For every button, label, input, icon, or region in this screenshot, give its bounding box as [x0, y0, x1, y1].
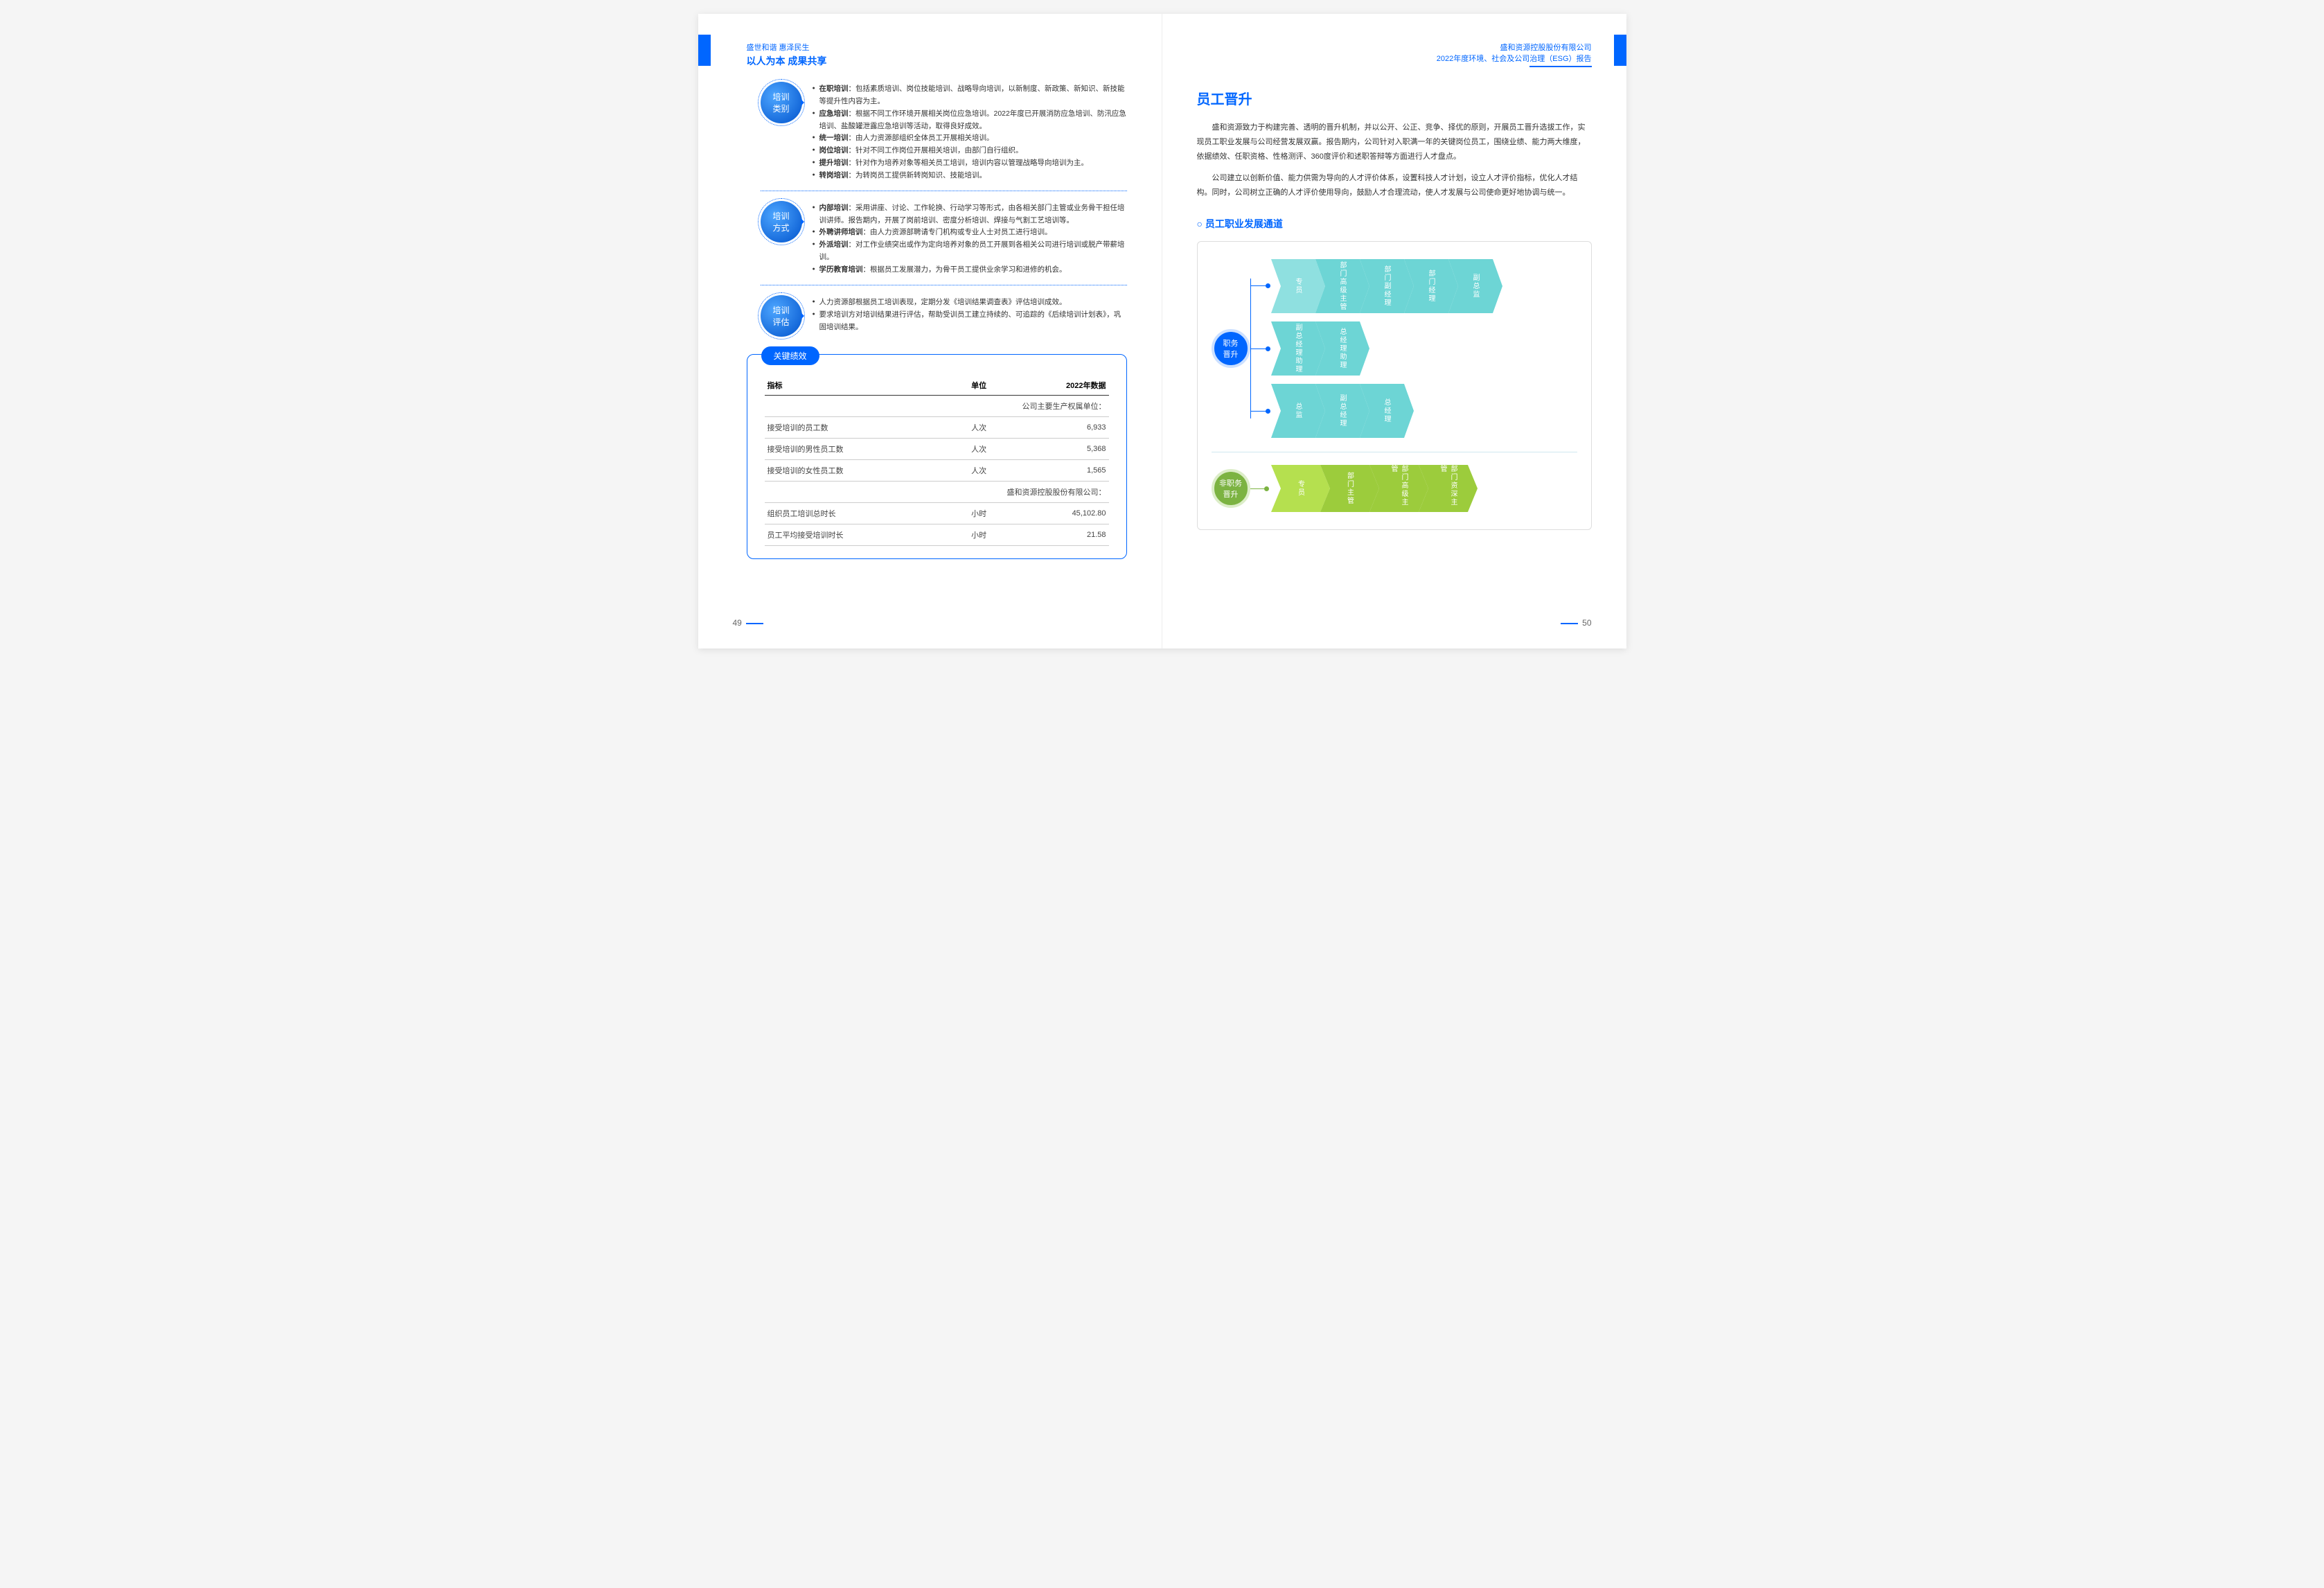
table-header: 指标 [765, 376, 955, 396]
table-cell: 盛和资源控股股份有限公司： [765, 481, 1109, 502]
page-number-left: 49 [733, 618, 763, 628]
table-row: 接受培训的员工数人次6,933 [765, 416, 1109, 438]
bullet-list: 人力资源部根据员工培训表现，定期分发《培训结果调查表》评估培训成效。要求培训方对… [813, 295, 1127, 334]
bullet-item: 提升培训：针对作为培养对象等相关员工培训，培训内容以管理战略导向培训为主。 [813, 157, 1127, 170]
page-number-right: 50 [1561, 618, 1591, 628]
nonjob-track: 非职务晋升专员部门主管部门高级主管部门资深主管 [1212, 465, 1577, 512]
section-title: 员工晋升 [1197, 88, 1592, 108]
table-header: 2022年数据 [1003, 376, 1108, 396]
edge-tab [1614, 35, 1626, 66]
table-row: 员工平均接受培训时长小时21.58 [765, 524, 1109, 545]
table-row: 接受培训的男性员工数人次5,368 [765, 438, 1109, 459]
job-track: 职务晋升专员部门高级主管部门副经理部门经理副总监副总经理助理总经理助理总监副总经… [1212, 259, 1577, 438]
bullet-item: 应急培训：根据不同工作环境开展相关岗位应急培训。2022年度已开展消防应急培训、… [813, 108, 1127, 133]
table-cell: 小时 [955, 502, 1003, 524]
header-main: 以人为本 成果共享 [747, 54, 1127, 68]
connector [1250, 259, 1271, 438]
career-step: 总经理助理 [1315, 321, 1369, 376]
table-header: 单位 [955, 376, 1003, 396]
bullet-item: 外聘讲师培训：由人力资源部聘请专门机构或专业人士对员工进行培训。 [813, 227, 1127, 239]
training-badge: 培训评估 [761, 295, 802, 337]
bullet-item: 外派培训：对工作业绩突出或作为定向培养对象的员工开展到各相关公司进行培训或脱产带… [813, 239, 1127, 264]
bullet-item: 在职培训：包括素质培训、岗位技能培训、战略导向培训，以新制度、新政策、新知识、新… [813, 83, 1127, 108]
track-label-job: 职务晋升 [1212, 329, 1250, 368]
kpi-box: 关键绩效 指标单位2022年数据 公司主要生产权属单位：接受培训的员工数人次6,… [747, 354, 1127, 559]
page-right: 盛和资源控股股份有限公司 2022年度环境、社会及公司治理（ESG）报告 员工晋… [1162, 14, 1626, 649]
chevron-row: 总监副总经理总经理 [1271, 384, 1577, 438]
kpi-label: 关键绩效 [761, 346, 819, 365]
career-step: 总经理 [1360, 384, 1414, 438]
table-cell: 5,368 [1003, 438, 1108, 459]
bullet-item: 人力资源部根据员工培训表现，定期分发《培训结果调查表》评估培训成效。 [813, 297, 1127, 309]
table-cell: 人次 [955, 438, 1003, 459]
table-row: 公司主要生产权属单位： [765, 395, 1109, 416]
table-cell: 组织员工培训总时长 [765, 502, 955, 524]
table-cell: 公司主要生产权属单位： [765, 395, 1109, 416]
track-label-nonjob: 非职务晋升 [1212, 469, 1250, 508]
table-cell: 45,102.80 [1003, 502, 1108, 524]
training-badge: 培训类别 [761, 82, 802, 123]
report-name: 2022年度环境、社会及公司治理（ESG）报告 [1197, 53, 1592, 64]
table-cell: 1,565 [1003, 459, 1108, 481]
table-cell: 6,933 [1003, 416, 1108, 438]
track-rows: 专员部门主管部门高级主管部门资深主管 [1271, 465, 1577, 512]
training-section: 培训方式内部培训：采用讲座、讨论、工作轮换、行动学习等形式，由各相关部门主管或业… [761, 201, 1127, 276]
company-name: 盛和资源控股股份有限公司 [1197, 42, 1592, 53]
bullet-item: 内部培训：采用讲座、讨论、工作轮换、行动学习等形式，由各相关部门主管或业务骨干担… [813, 202, 1127, 227]
header-sub: 盛世和谐 惠泽民生 [747, 42, 1127, 53]
table-cell: 员工平均接受培训时长 [765, 524, 955, 545]
career-step: 部门资深主管 [1419, 465, 1478, 512]
table-cell: 小时 [955, 524, 1003, 545]
bullet-item: 统一培训：由人力资源部组织全体员工开展相关培训。 [813, 132, 1127, 145]
bullet-item: 转岗培训：为转岗员工提供新转岗知识、技能培训。 [813, 170, 1127, 182]
track-rows: 专员部门高级主管部门副经理部门经理副总监副总经理助理总经理助理总监副总经理总经理 [1271, 259, 1577, 438]
table-cell: 人次 [955, 459, 1003, 481]
table-cell: 接受培训的女性员工数 [765, 459, 955, 481]
sub-heading: 员工职业发展通道 [1197, 217, 1592, 231]
edge-tab [698, 35, 711, 66]
page-left: 盛世和谐 惠泽民生 以人为本 成果共享 培训类别在职培训：包括素质培训、岗位技能… [698, 14, 1162, 649]
connector [1250, 488, 1268, 489]
training-section: 培训评估人力资源部根据员工培训表现，定期分发《培训结果调查表》评估培训成效。要求… [761, 295, 1127, 337]
table-cell: 接受培训的员工数 [765, 416, 955, 438]
bullet-list: 内部培训：采用讲座、讨论、工作轮换、行动学习等形式，由各相关部门主管或业务骨干担… [813, 201, 1127, 276]
header-right: 盛和资源控股股份有限公司 2022年度环境、社会及公司治理（ESG）报告 [1197, 42, 1592, 67]
chevron-row: 专员部门主管部门高级主管部门资深主管 [1271, 465, 1577, 512]
table-row: 盛和资源控股股份有限公司： [765, 481, 1109, 502]
body-paragraph: 盛和资源致力于构建完善、透明的晋升机制，并以公开、公正、竞争、择优的原则，开展员… [1197, 121, 1592, 164]
table-cell: 接受培训的男性员工数 [765, 438, 955, 459]
bullet-list: 在职培训：包括素质培训、岗位技能培训、战略导向培训，以新制度、新政策、新知识、新… [813, 82, 1127, 182]
table-cell: 21.58 [1003, 524, 1108, 545]
table-row: 接受培训的女性员工数人次1,565 [765, 459, 1109, 481]
table-row: 组织员工培训总时长小时45,102.80 [765, 502, 1109, 524]
bullet-item: 要求培训方对培训结果进行评估，帮助受训员工建立持续的、可追踪的《后续培训计划表》… [813, 309, 1127, 334]
training-section: 培训类别在职培训：包括素质培训、岗位技能培训、战略导向培训，以新制度、新政策、新… [761, 82, 1127, 182]
chevron-row: 副总经理助理总经理助理 [1271, 321, 1577, 376]
body-paragraph: 公司建立以创新价值、能力供需为导向的人才评价体系，设置科技人才计划，设立人才评价… [1197, 171, 1592, 200]
header-underline [1529, 66, 1592, 67]
table-cell: 人次 [955, 416, 1003, 438]
kpi-table: 指标单位2022年数据 公司主要生产权属单位：接受培训的员工数人次6,933接受… [765, 376, 1109, 546]
training-badge: 培训方式 [761, 201, 802, 242]
bullet-item: 岗位培训：针对不同工作岗位开展相关培训，由部门自行组织。 [813, 145, 1127, 157]
chevron-row: 专员部门高级主管部门副经理部门经理副总监 [1271, 259, 1577, 313]
career-step: 副总监 [1448, 259, 1502, 313]
career-diagram: 职务晋升专员部门高级主管部门副经理部门经理副总监副总经理助理总经理助理总监副总经… [1197, 241, 1592, 530]
bullet-item: 学历教育培训：根据员工发展潜力，为骨干员工提供业余学习和进修的机会。 [813, 264, 1127, 276]
header-left: 盛世和谐 惠泽民生 以人为本 成果共享 [747, 42, 1127, 68]
